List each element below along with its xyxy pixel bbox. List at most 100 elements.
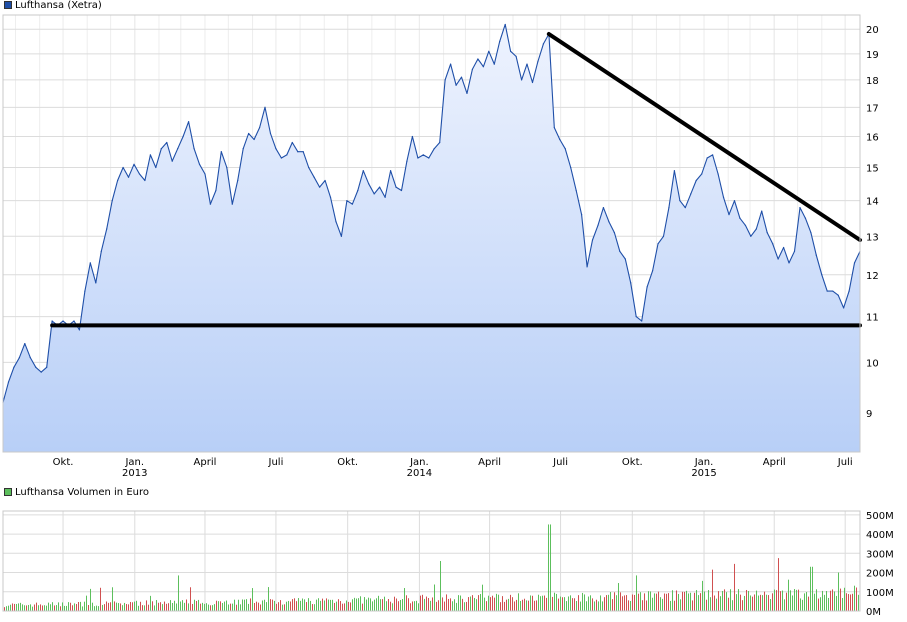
volume-bar	[608, 594, 609, 611]
volume-bar	[726, 592, 727, 611]
volume-bar	[562, 597, 563, 611]
volume-bar	[252, 588, 253, 611]
price-point	[728, 214, 730, 216]
price-point	[29, 357, 31, 359]
price-point	[7, 381, 10, 383]
price-point	[73, 320, 75, 322]
volume-bar	[826, 591, 827, 611]
volume-plot-frame	[2, 510, 861, 612]
volume-bar	[202, 602, 203, 611]
price-point	[602, 206, 605, 209]
price-point	[373, 193, 375, 195]
volume-bar	[186, 599, 187, 611]
volume-bar	[226, 600, 227, 611]
volume-bar	[658, 591, 659, 611]
volume-bar	[832, 589, 833, 611]
volume-bar	[482, 584, 483, 611]
volume-bar	[560, 596, 561, 611]
volume-bar	[682, 591, 683, 611]
price-point	[810, 232, 812, 234]
volume-bar	[552, 596, 553, 611]
volume-bar	[300, 600, 301, 611]
volume-bar	[298, 598, 299, 611]
volume-bar	[836, 595, 837, 611]
price-point	[826, 290, 828, 292]
volume-bar	[284, 604, 285, 611]
price-line	[2, 23, 861, 403]
price-point	[581, 214, 583, 216]
volume-bar	[518, 593, 519, 611]
volume-bar	[44, 605, 45, 611]
volume-bar	[10, 604, 11, 611]
volume-bar	[748, 590, 749, 611]
price-point	[379, 186, 381, 188]
volume-bar	[370, 598, 371, 611]
volume-bar	[52, 602, 53, 611]
price-x-tick-label: Juli	[837, 457, 853, 468]
volume-bar	[740, 594, 741, 611]
volume-bar	[522, 599, 523, 611]
volume-bar	[586, 601, 587, 611]
volume-bar	[166, 603, 167, 611]
volume-bar	[814, 593, 815, 611]
volume-bar	[34, 604, 35, 611]
volume-bar	[128, 604, 129, 611]
volume-bar	[662, 598, 663, 611]
price-point	[510, 50, 512, 52]
volume-bar	[856, 587, 857, 611]
volume-bar	[16, 603, 17, 611]
price-point	[460, 76, 463, 78]
price-y-tick-label: 10	[866, 358, 879, 369]
volume-bar	[708, 590, 709, 611]
price-point	[193, 148, 195, 150]
volume-bar	[386, 601, 387, 611]
volume-bar	[808, 596, 809, 611]
volume-bar	[442, 597, 443, 611]
price-point	[13, 366, 15, 368]
volume-bar	[782, 590, 783, 611]
volume-bar	[378, 595, 379, 611]
volume-bar	[86, 595, 87, 611]
price-x-tick-label: Jan.	[409, 457, 429, 468]
volume-bar	[230, 603, 231, 611]
volume-bar	[426, 596, 427, 611]
price-point	[706, 157, 708, 159]
volume-bar	[648, 591, 649, 611]
volume-bar	[114, 601, 115, 611]
price-point	[275, 148, 277, 150]
volume-bar	[130, 601, 131, 611]
volume-bar	[674, 600, 675, 611]
volume-bar	[250, 598, 251, 611]
volume-bar	[734, 563, 735, 611]
price-point	[51, 320, 53, 322]
volume-bar	[458, 595, 459, 611]
price-legend-label: Lufthansa (Xetra)	[15, 0, 102, 11]
volume-y-tick-label: 500M	[866, 511, 894, 522]
volume-bar	[274, 600, 275, 611]
volume-bar	[420, 595, 421, 611]
price-y-tick-label: 11	[866, 313, 879, 324]
volume-bar	[786, 592, 787, 611]
volume-legend-label: Lufthansa Volumen in Euro	[15, 487, 149, 498]
volume-bar	[144, 605, 145, 611]
volume-bar	[612, 599, 613, 611]
price-point	[89, 262, 91, 264]
volume-bar	[306, 602, 307, 611]
volume-y-tick-label: 0M	[866, 607, 881, 618]
price-y-tick-label: 12	[866, 271, 879, 282]
price-area	[3, 24, 860, 453]
volume-bar	[308, 598, 309, 611]
volume-bar	[502, 596, 503, 611]
price-x-tick-label: Jan.	[694, 457, 714, 468]
volume-bar	[834, 591, 835, 611]
price-point	[766, 232, 768, 234]
volume-bar	[454, 599, 455, 611]
volume-legend: Lufthansa Volumen in Euro	[4, 487, 149, 499]
volume-bar	[822, 590, 823, 611]
volume-bar	[452, 601, 453, 611]
volume-bar	[678, 593, 679, 611]
volume-bar	[596, 599, 597, 611]
price-point	[417, 157, 419, 159]
volume-bar	[134, 601, 135, 611]
price-point	[559, 138, 561, 141]
